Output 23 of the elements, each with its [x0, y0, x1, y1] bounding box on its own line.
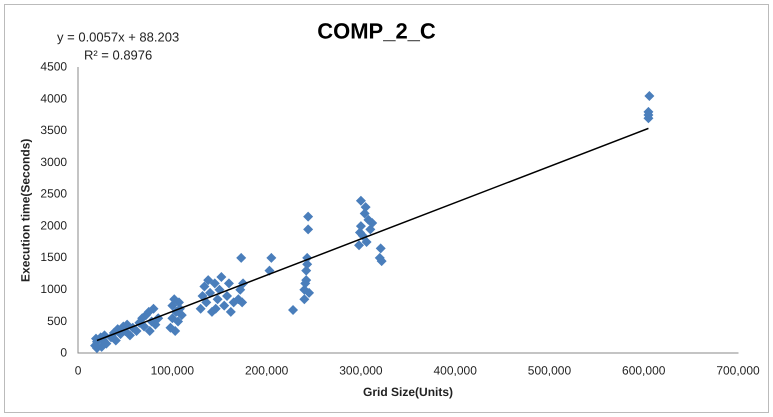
y-tick-label: 1500	[40, 250, 68, 264]
x-tick-label: 100,000	[150, 364, 194, 378]
y-tick-label: 3500	[40, 123, 68, 138]
x-tick-label: 0	[74, 364, 82, 378]
y-tick-label: 2000	[40, 218, 68, 232]
chart-title: COMP_2_C	[317, 18, 436, 44]
text: y = 0.0057x + 88.203	[57, 29, 180, 44]
y-tick-label: 4000	[40, 91, 68, 106]
y-tick-label: 1000	[40, 282, 68, 296]
x-tick-label: 300,000	[339, 364, 383, 378]
y-tick-label: 0	[60, 346, 68, 360]
x-tick-label: 400,000	[433, 364, 478, 378]
y-tick-label: 4500	[40, 60, 68, 74]
y-tick-label: 500	[47, 314, 68, 328]
x-tick-label: 600,000	[622, 364, 666, 378]
x-tick-label: 700,000	[716, 364, 760, 378]
y-tick-label: 2500	[40, 186, 68, 201]
x-tick-label: 200,000	[244, 364, 289, 378]
y-axis-title: Execution time(Seconds)	[18, 138, 33, 282]
x-tick-label: 500,000	[528, 364, 572, 378]
x-axis-title: Grid Size(Units)	[363, 385, 454, 400]
y-tick-label: 3000	[40, 154, 68, 169]
text: R² = 0.8976	[84, 47, 152, 62]
